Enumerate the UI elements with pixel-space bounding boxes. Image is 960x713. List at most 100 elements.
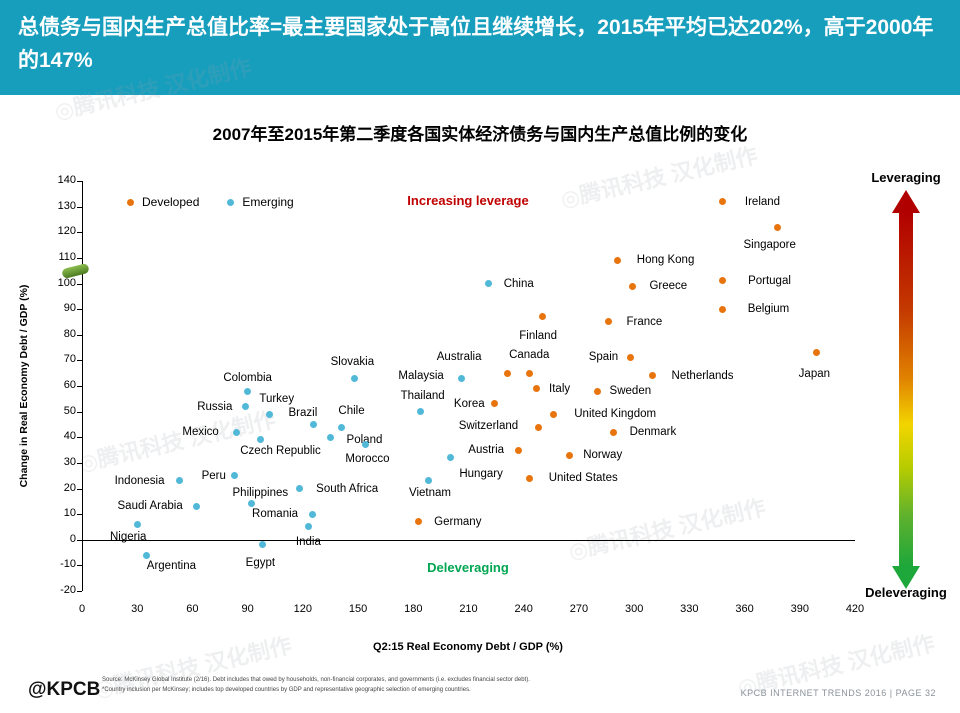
point-label-chile: Chile (338, 405, 365, 417)
data-point-turkey (266, 410, 274, 418)
x-tick-label: 360 (735, 603, 754, 615)
point-label-spain: Spain (588, 350, 619, 363)
point-label-poland: Poland (346, 434, 383, 447)
header-title: 总债务与国内生产总值比率=最主要国家处于高位且继续增长，2015年平均已达202… (18, 16, 934, 72)
data-point-peru (231, 472, 239, 480)
y-tick-mark (77, 181, 82, 182)
point-label-russia: Russia (197, 400, 233, 413)
y-axis-line (82, 181, 83, 591)
data-point-france (604, 318, 612, 326)
data-point-nigeria (133, 520, 141, 528)
legend: Developed Emerging (127, 195, 294, 209)
data-point-russia (242, 403, 250, 410)
point-label-australia: Australia (436, 351, 482, 364)
y-tick-label: 140 (57, 174, 76, 186)
data-point-ireland (718, 198, 726, 205)
data-point-austria (514, 446, 522, 454)
point-label-sweden: Sweden (609, 385, 652, 398)
x-tick-label: 330 (680, 603, 699, 615)
x-axis-zero-line (82, 540, 855, 541)
data-point-vietnam (424, 477, 432, 485)
y-tick-mark (77, 360, 82, 361)
y-tick-label: 70 (63, 353, 76, 366)
point-label-norway: Norway (583, 449, 623, 462)
data-point-philippines (247, 500, 255, 508)
point-label-portugal: Portugal (748, 274, 791, 287)
y-tick-mark (77, 207, 82, 208)
y-tick-label: 100 (57, 276, 76, 289)
data-point-switzerland (534, 423, 542, 431)
data-point-thailand (417, 408, 425, 416)
x-tick-label: 0 (78, 603, 86, 615)
data-point-belgium (718, 305, 726, 313)
legend-item-developed: Developed (127, 195, 199, 209)
x-tick-label: 120 (293, 603, 313, 615)
source-line-2: *Country inclusion per McKinsey; include… (102, 686, 471, 693)
y-tick-mark (77, 591, 82, 592)
y-tick-mark (77, 284, 82, 285)
point-label-switzerland: Switzerland (458, 420, 519, 432)
point-label-romania: Romania (252, 508, 299, 521)
data-point-united-states (525, 474, 533, 482)
point-label-china: China (503, 277, 534, 290)
x-tick-label: 300 (624, 603, 644, 615)
point-label-france: France (626, 315, 663, 328)
point-label-japan: Japan (798, 367, 831, 380)
point-label-indonesia: Indonesia (114, 474, 165, 487)
data-point-indonesia (176, 477, 184, 485)
point-label-singapore: Singapore (743, 239, 796, 252)
y-tick-mark (77, 232, 82, 233)
point-label-peru: Peru (201, 469, 226, 482)
deleveraging-label: Deleveraging (427, 560, 509, 575)
data-point-morocco (361, 441, 369, 449)
data-point-slovakia (350, 374, 358, 382)
y-tick-label: -20 (60, 584, 76, 596)
developed-dot-icon (127, 198, 134, 206)
x-tick-label: 210 (459, 603, 478, 615)
data-point-canada (525, 369, 533, 377)
emerging-dot-icon (227, 198, 235, 206)
y-tick-mark (77, 565, 82, 566)
data-point-finland (538, 313, 546, 321)
point-label-finland: Finland (519, 329, 557, 342)
point-label-denmark: Denmark (629, 426, 677, 439)
point-label-ireland: Ireland (744, 195, 781, 208)
point-label-india: India (295, 535, 321, 548)
data-point-india (304, 523, 312, 531)
data-point-malaysia (457, 374, 465, 382)
y-tick-label: 30 (63, 455, 76, 468)
point-label-turkey: Turkey (259, 393, 295, 406)
source-line-1: Source: McKinsey Global Institute (2/16)… (102, 677, 530, 683)
legend-item-emerging: Emerging (227, 195, 294, 209)
leveraging-arrow-bottom-label: Deleveraging (865, 585, 947, 600)
point-label-greece: Greece (649, 280, 688, 293)
y-tick-label: 90 (63, 302, 76, 315)
data-point-united-kingdom (549, 410, 557, 418)
y-tick-mark (77, 437, 82, 438)
point-label-hungary: Hungary (459, 467, 503, 480)
point-label-czech-republic: Czech Republic (240, 444, 321, 457)
kpcb-logo: @KPCB (28, 679, 101, 700)
data-point-saudi-arabia (192, 502, 200, 510)
point-label-egypt: Egypt (245, 556, 276, 569)
y-tick-mark (77, 309, 82, 310)
y-tick-mark (77, 514, 82, 515)
y-tick-label: 110 (58, 250, 76, 263)
point-label-slovakia: Slovakia (330, 356, 375, 369)
legend-label-developed: Developed (142, 195, 200, 209)
data-point-south-africa (295, 485, 303, 492)
point-label-nigeria: Nigeria (109, 531, 147, 544)
y-tick-label: 50 (63, 404, 76, 417)
x-tick-label: 240 (514, 603, 533, 615)
point-label-brazil: Brazil (288, 407, 318, 420)
point-label-philippines: Philippines (232, 486, 289, 499)
data-point-netherlands (649, 372, 657, 380)
y-tick-mark (77, 463, 82, 464)
point-label-united-kingdom: United Kingdom (574, 408, 657, 421)
x-axis-title: Q2:15 Real Economy Debt / GDP (%) (373, 641, 563, 653)
y-tick-label: 80 (63, 327, 76, 340)
data-point-japan (812, 349, 820, 357)
point-label-vietnam: Vietnam (409, 486, 451, 499)
y-tick-label: 60 (63, 379, 76, 391)
